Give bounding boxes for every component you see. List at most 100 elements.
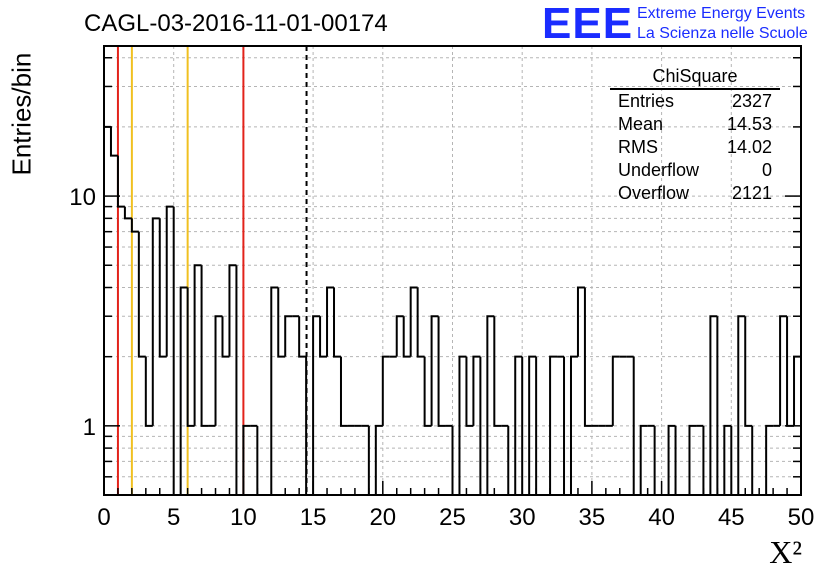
logo-caption: Extreme Energy Events La Scienza nelle S… xyxy=(637,4,808,44)
histogram-bin xyxy=(737,315,746,495)
histogram-bin xyxy=(200,265,209,427)
histogram-bin xyxy=(179,286,188,495)
stats-label: Underflow xyxy=(618,160,700,180)
stats-value: 14.53 xyxy=(726,114,772,134)
histogram-bin xyxy=(298,316,307,358)
histogram-bin xyxy=(270,286,279,495)
axis-ticks xyxy=(103,57,802,496)
x-tick-label: 25 xyxy=(439,504,466,531)
x-tick-label: 5 xyxy=(167,504,180,531)
x-tick-label: 30 xyxy=(509,504,536,531)
histogram-bin xyxy=(116,155,125,208)
histogram-bin xyxy=(395,315,404,357)
histogram-bin xyxy=(326,286,335,357)
stats-value: 0 xyxy=(761,160,772,180)
histogram-bin xyxy=(221,316,230,358)
stats-row-entries: Entries 2327 xyxy=(610,90,780,113)
histogram-bin xyxy=(144,356,153,427)
histogram-bin xyxy=(319,316,328,358)
histogram-bin xyxy=(409,286,418,357)
histogram-bin xyxy=(312,315,321,495)
stats-label: Mean xyxy=(618,114,664,134)
histogram-bin xyxy=(137,231,146,358)
histogram-bin xyxy=(109,126,118,157)
stats-row-rms: RMS 14.02 xyxy=(610,136,780,159)
histogram-bin xyxy=(284,315,293,357)
histogram-bin xyxy=(151,217,160,426)
histogram-bin xyxy=(130,218,139,233)
histogram-bin xyxy=(242,424,251,495)
x-tick-label: 50 xyxy=(788,504,815,531)
histogram-bin xyxy=(277,287,286,358)
stats-row-underflow: Underflow 0 xyxy=(610,159,780,182)
x-tick-label: 10 xyxy=(230,504,257,531)
histogram-bin xyxy=(165,205,174,357)
histogram-bin xyxy=(576,286,585,357)
eee-logo: EEE xyxy=(542,0,634,48)
histogram-bin xyxy=(639,424,648,495)
stats-box: ChiSquare Entries 2327 Mean 14.53 RMS 14.02… xyxy=(610,64,780,205)
stats-value: 2121 xyxy=(731,183,772,203)
x-tick-label: 35 xyxy=(579,504,606,531)
histogram-bin xyxy=(583,287,592,427)
histogram-bin xyxy=(569,355,578,495)
histogram-bin xyxy=(381,355,390,426)
stats-row-mean: Mean 14.53 xyxy=(610,113,780,136)
x-tick-label: 20 xyxy=(369,504,396,531)
histogram-bin xyxy=(493,316,502,427)
stats-label: Overflow xyxy=(618,183,690,203)
histogram-bin xyxy=(235,265,244,496)
histogram-bin xyxy=(514,355,523,495)
histogram-bin xyxy=(472,355,481,426)
x-tick-label: 45 xyxy=(718,504,745,531)
histogram-bin xyxy=(423,356,432,427)
stats-row-overflow: Overflow 2121 xyxy=(610,182,780,205)
histogram-bin xyxy=(486,315,495,495)
logo-line-1: Extreme Energy Events xyxy=(637,5,806,22)
histogram-bin xyxy=(123,206,132,220)
reference-lines xyxy=(116,46,308,495)
axis-tick-labels: 0 5 10 15 20 25 30 35 40 45 50 1 10 xyxy=(69,184,814,531)
stats-label: RMS xyxy=(618,137,658,157)
histogram-bin xyxy=(374,424,383,495)
histogram-bin xyxy=(549,355,558,495)
y-axis-label: Entries/bin xyxy=(6,52,37,176)
y-tick-label: 10 xyxy=(69,184,96,211)
histogram-bin xyxy=(716,316,725,496)
histogram-bin xyxy=(416,287,425,358)
histogram-bin xyxy=(779,315,788,426)
histogram-bin xyxy=(765,424,774,495)
histogram-bin xyxy=(186,287,195,427)
histogram-bin xyxy=(709,315,718,495)
histogram-bin xyxy=(172,206,181,496)
histogram-bin xyxy=(465,356,474,427)
histogram-bin xyxy=(193,264,202,426)
histogram-bin xyxy=(339,356,348,427)
histogram-bin xyxy=(402,316,411,358)
histogram-bin xyxy=(528,355,537,495)
histogram-bin xyxy=(611,355,620,426)
histogram-bin xyxy=(688,424,697,495)
stats-value: 14.02 xyxy=(726,137,772,157)
stats-title: ChiSquare xyxy=(610,64,780,90)
histogram-bin xyxy=(723,424,732,495)
histogram-bin xyxy=(430,315,439,426)
logo-line-2: La Scienza nelle Scuole xyxy=(637,25,808,42)
histogram-bin xyxy=(437,316,446,427)
chart-title: CAGL-03-2016-11-01-00174 xyxy=(84,10,388,37)
histogram-bin xyxy=(103,125,111,495)
x-tick-label: 15 xyxy=(300,504,327,531)
histogram-bin xyxy=(214,315,223,426)
histogram-bin xyxy=(228,264,237,357)
y-tick-label: 1 xyxy=(83,414,96,441)
x-tick-label: 40 xyxy=(648,504,675,531)
histogram-bin xyxy=(793,355,801,426)
stats-label: Entries xyxy=(618,91,675,111)
histogram-bin xyxy=(158,218,167,358)
x-axis-label: X² xyxy=(769,534,802,570)
histogram-bin xyxy=(458,355,467,495)
histogram-bin xyxy=(667,424,676,495)
x-tick-label: 0 xyxy=(97,504,110,531)
histogram-bin xyxy=(744,316,753,427)
